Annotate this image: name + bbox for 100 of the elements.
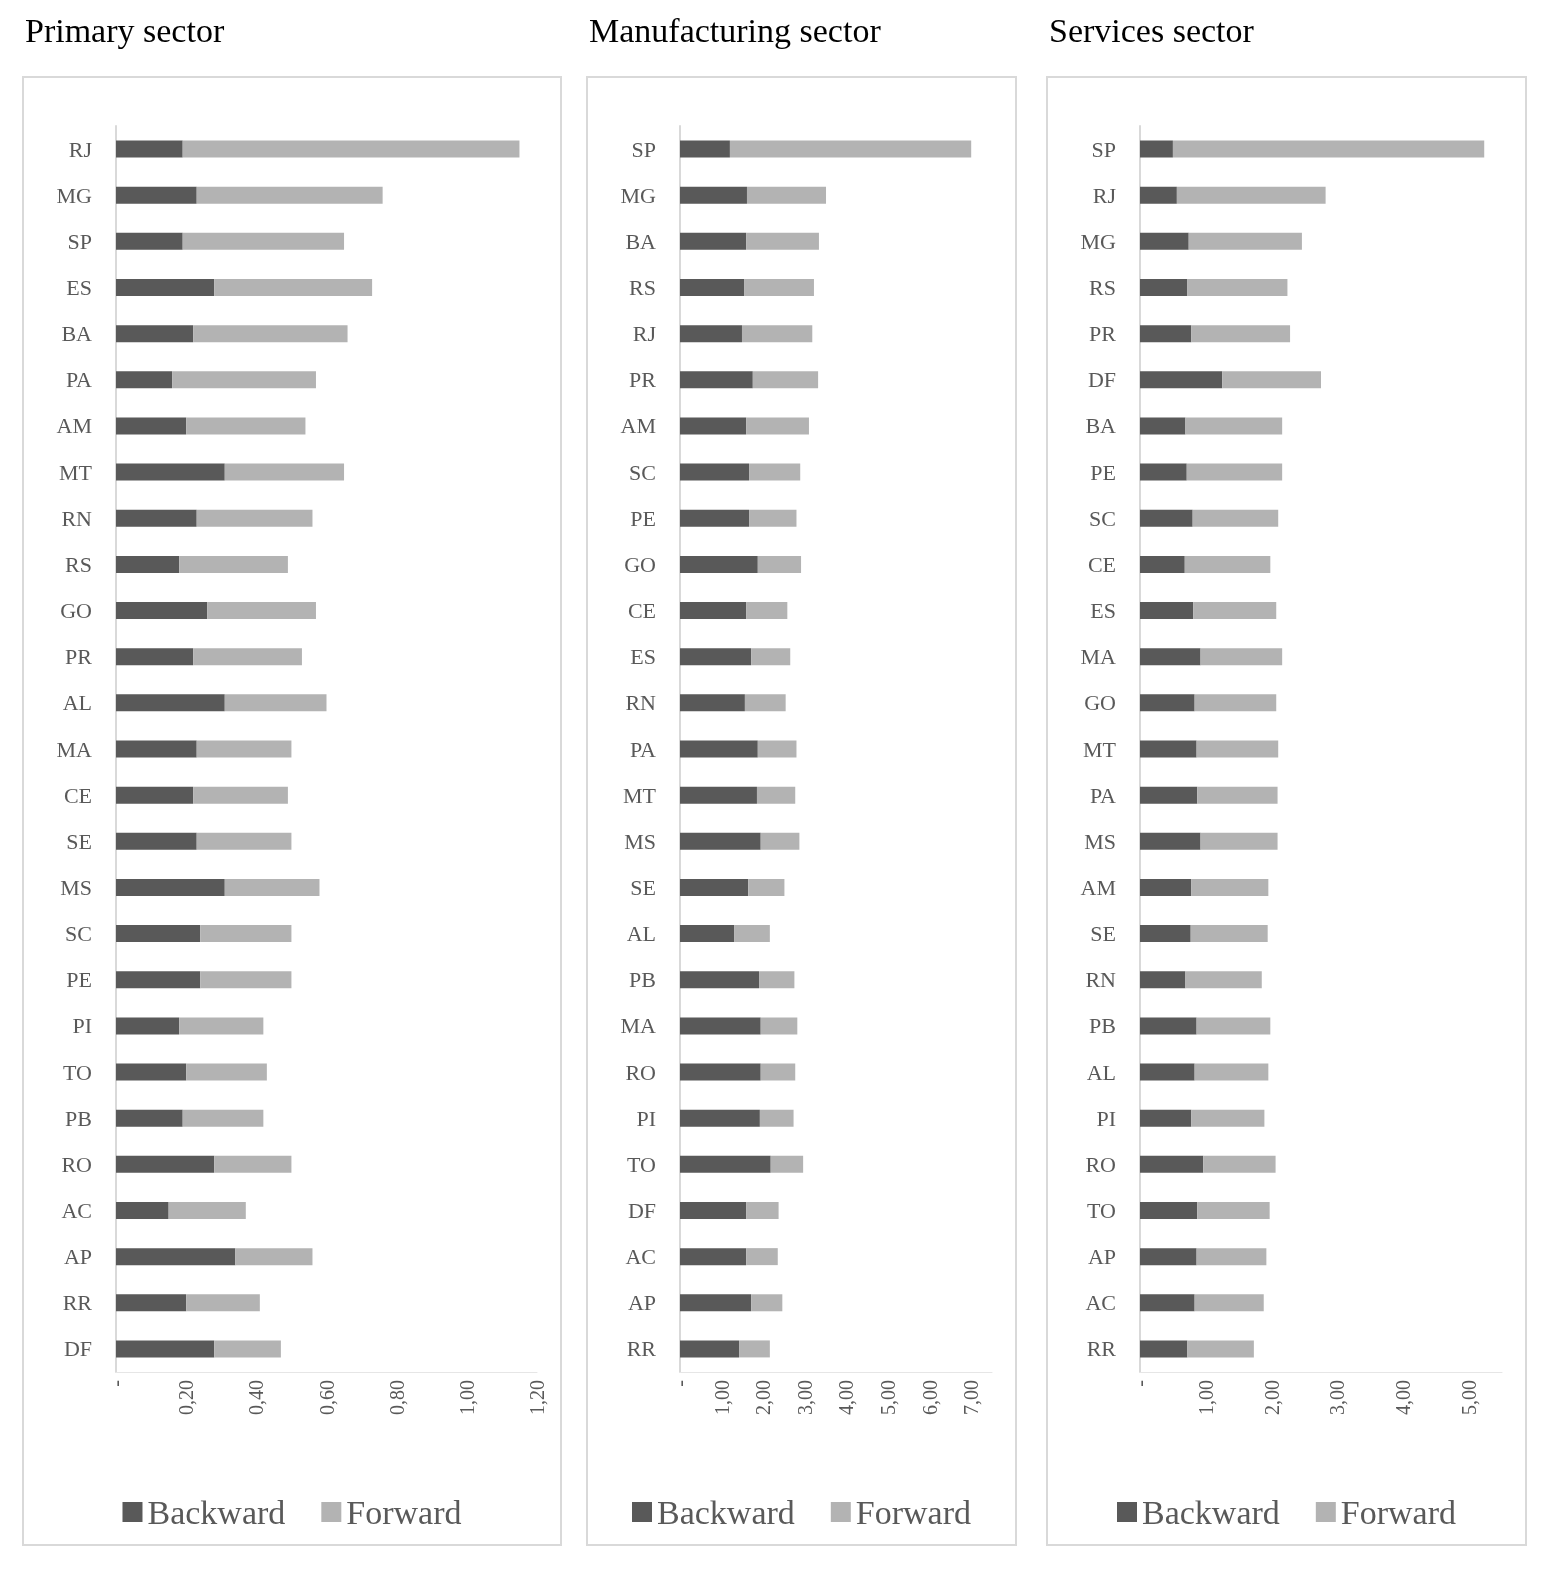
bar	[172, 371, 316, 389]
bar	[680, 1063, 761, 1081]
bar	[1187, 1340, 1254, 1358]
x-tick-label: 5,00	[1458, 1380, 1481, 1415]
y-tick-label: RR	[1086, 1336, 1117, 1362]
bar	[116, 1063, 187, 1081]
bar	[680, 371, 753, 389]
bar	[1188, 232, 1302, 250]
bar	[224, 694, 327, 712]
bar	[1140, 925, 1191, 943]
y-tick-label: RS	[1089, 275, 1116, 301]
bar	[680, 878, 749, 896]
y-tick-label: PE	[66, 967, 92, 993]
bar	[760, 832, 800, 850]
y-tick-label: PR	[629, 367, 657, 393]
x-tick-label: -	[105, 1380, 127, 1387]
bar	[756, 786, 796, 804]
bar	[680, 1340, 740, 1358]
y-tick-label: RR	[62, 1290, 93, 1316]
legend-label: Forward	[1340, 1493, 1457, 1531]
bar	[193, 786, 288, 804]
y-tick-label: RO	[61, 1151, 92, 1177]
bar	[116, 1201, 169, 1219]
bar	[1140, 694, 1195, 712]
y-tick-label: MG	[1080, 228, 1117, 254]
y-tick-label: AM	[56, 413, 92, 439]
bar	[116, 325, 194, 343]
y-tick-label: BA	[625, 228, 657, 254]
bar	[680, 140, 730, 158]
chart-title: Services sector	[1049, 11, 1255, 49]
bar	[116, 555, 180, 573]
bar	[116, 1294, 187, 1312]
legend-label: Backward	[656, 1493, 795, 1531]
bar	[116, 878, 225, 896]
chart-title: Manufacturing sector	[589, 11, 882, 49]
bar	[680, 1017, 761, 1035]
bar	[1192, 509, 1279, 527]
y-tick-label: MS	[624, 828, 656, 854]
y-tick-label: RR	[626, 1336, 657, 1362]
y-tick-label: RN	[1085, 967, 1117, 993]
y-tick-label: DF	[63, 1336, 92, 1362]
y-tick-label: SP	[631, 136, 656, 162]
bar	[116, 1017, 180, 1035]
bar	[1140, 832, 1201, 850]
bar	[116, 1155, 215, 1173]
bar	[116, 740, 197, 758]
y-tick-label: AL	[1086, 1059, 1116, 1085]
bar	[680, 325, 742, 343]
bar	[1140, 971, 1186, 989]
y-tick-label: PI	[1096, 1105, 1116, 1131]
y-tick-label: MT	[59, 459, 93, 485]
y-tick-label: CE	[627, 598, 656, 624]
legend-label: Backward	[147, 1493, 286, 1531]
bar	[116, 786, 194, 804]
y-tick-label: RN	[61, 505, 93, 531]
bar	[751, 1294, 783, 1312]
chart-title: Primary sector	[25, 11, 225, 49]
bar	[680, 186, 747, 204]
y-tick-label: SC	[65, 921, 92, 947]
bar	[116, 140, 183, 158]
y-tick-label: AC	[1085, 1290, 1116, 1316]
bar	[1140, 1155, 1204, 1173]
bar	[680, 602, 747, 620]
bar	[116, 232, 183, 250]
x-tick-label: 5,00	[877, 1380, 899, 1415]
bar	[200, 925, 292, 943]
bar	[680, 832, 761, 850]
bar	[680, 786, 757, 804]
x-tick-label: 3,00	[1326, 1380, 1349, 1415]
y-tick-label: CE	[63, 782, 92, 808]
bar	[214, 279, 373, 297]
y-tick-label: AC	[625, 1244, 656, 1270]
bar	[1140, 509, 1193, 527]
bar	[1140, 279, 1188, 297]
x-tick-label: 2,00	[1260, 1380, 1283, 1415]
y-tick-label: BA	[61, 321, 93, 347]
bar	[1196, 740, 1279, 758]
y-tick-label: PE	[1090, 459, 1116, 485]
bar	[680, 417, 747, 435]
bar	[680, 971, 760, 989]
x-tick-label: 0,20	[175, 1380, 198, 1415]
bar	[186, 417, 306, 435]
bar	[116, 971, 201, 989]
bar	[1200, 832, 1278, 850]
y-tick-label: ES	[1090, 598, 1116, 624]
x-tick-label: 1,00	[1194, 1380, 1217, 1415]
y-tick-label: AM	[1080, 874, 1116, 900]
bar	[1140, 140, 1173, 158]
y-tick-label: RO	[625, 1059, 656, 1085]
y-tick-label: SC	[1089, 505, 1116, 531]
bar	[744, 694, 786, 712]
bar	[116, 832, 197, 850]
bar	[1140, 740, 1197, 758]
y-tick-label: MS	[1084, 828, 1116, 854]
y-tick-label: RJ	[632, 321, 657, 347]
x-tick-label: 2,00	[752, 1380, 775, 1415]
y-tick-label: MA	[56, 736, 93, 762]
y-tick-label: RS	[629, 275, 656, 301]
x-tick-label: -	[1129, 1380, 1151, 1387]
bar	[1140, 325, 1192, 343]
